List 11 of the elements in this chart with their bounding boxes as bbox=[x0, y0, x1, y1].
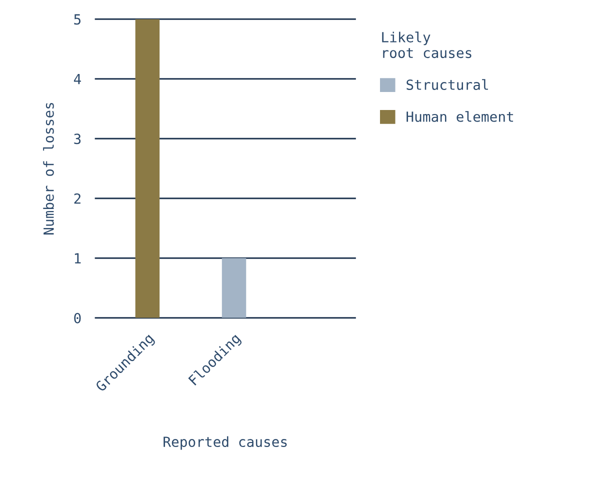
y-tick-label: 1 bbox=[74, 253, 81, 264]
legend-title: Likely root causes bbox=[382, 32, 472, 58]
x-axis-title: Reported causes bbox=[164, 436, 287, 450]
y-tick-label: 0 bbox=[74, 312, 81, 324]
y-tick-label: 5 bbox=[74, 14, 81, 25]
legend-label: Structural bbox=[406, 79, 488, 90]
y-tick-label: 2 bbox=[74, 193, 80, 204]
y-tick-label: 3 bbox=[74, 134, 81, 144]
legend-label: Human element bbox=[406, 111, 514, 122]
y-tick-label: 4 bbox=[74, 74, 81, 84]
y-axis-title: Number of losses bbox=[43, 102, 54, 234]
